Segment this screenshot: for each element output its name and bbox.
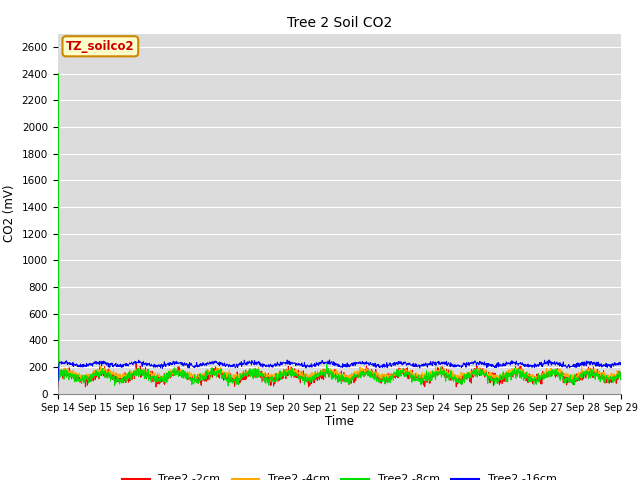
Tree2 -4cm [54,391,61,396]
Tree2 -8cm [54,71,62,76]
Tree2 -16cm [617,361,625,367]
Tree2 -4cm [617,370,625,376]
Tree2 -2cm [54,71,62,76]
Tree2 -4cm [374,370,382,376]
Text: TZ_soilco2: TZ_soilco2 [66,40,134,53]
Tree2 -16cm [305,363,312,369]
Line: Tree2 -8cm: Tree2 -8cm [58,73,621,394]
Tree2 -2cm [305,384,312,390]
Tree2 -4cm [120,372,128,377]
Tree2 -2cm [617,372,625,377]
Tree2 -2cm [54,391,61,396]
Tree2 -16cm [545,357,553,363]
Tree2 -2cm [315,375,323,381]
Legend: Tree2 -2cm, Tree2 -4cm, Tree2 -8cm, Tree2 -16cm: Tree2 -2cm, Tree2 -4cm, Tree2 -8cm, Tree… [117,470,561,480]
Title: Tree 2 Soil CO2: Tree 2 Soil CO2 [287,16,392,30]
Tree2 -2cm [120,378,128,384]
Tree2 -8cm [305,377,312,383]
Tree2 -8cm [120,374,128,380]
Line: Tree2 -4cm: Tree2 -4cm [58,366,621,394]
Tree2 -8cm [315,373,323,379]
Tree2 -8cm [293,372,301,377]
Tree2 -16cm [314,363,322,369]
Tree2 -8cm [54,391,61,396]
Line: Tree2 -2cm: Tree2 -2cm [58,73,621,394]
Tree2 -16cm [292,360,300,366]
Tree2 -2cm [374,371,382,377]
Tree2 -4cm [98,369,106,375]
Tree2 -8cm [374,377,382,383]
Line: Tree2 -16cm: Tree2 -16cm [58,360,621,394]
Tree2 -4cm [97,363,105,369]
Tree2 -2cm [98,373,106,379]
Tree2 -16cm [54,391,61,396]
Tree2 -16cm [374,361,382,367]
Tree2 -16cm [120,361,128,367]
Tree2 -2cm [293,371,301,376]
Tree2 -4cm [293,367,301,373]
Tree2 -8cm [98,372,106,377]
Tree2 -4cm [305,374,312,380]
Tree2 -8cm [617,374,625,380]
Tree2 -16cm [97,359,105,364]
Tree2 -4cm [315,372,323,377]
X-axis label: Time: Time [324,415,354,428]
Y-axis label: CO2 (mV): CO2 (mV) [3,185,16,242]
